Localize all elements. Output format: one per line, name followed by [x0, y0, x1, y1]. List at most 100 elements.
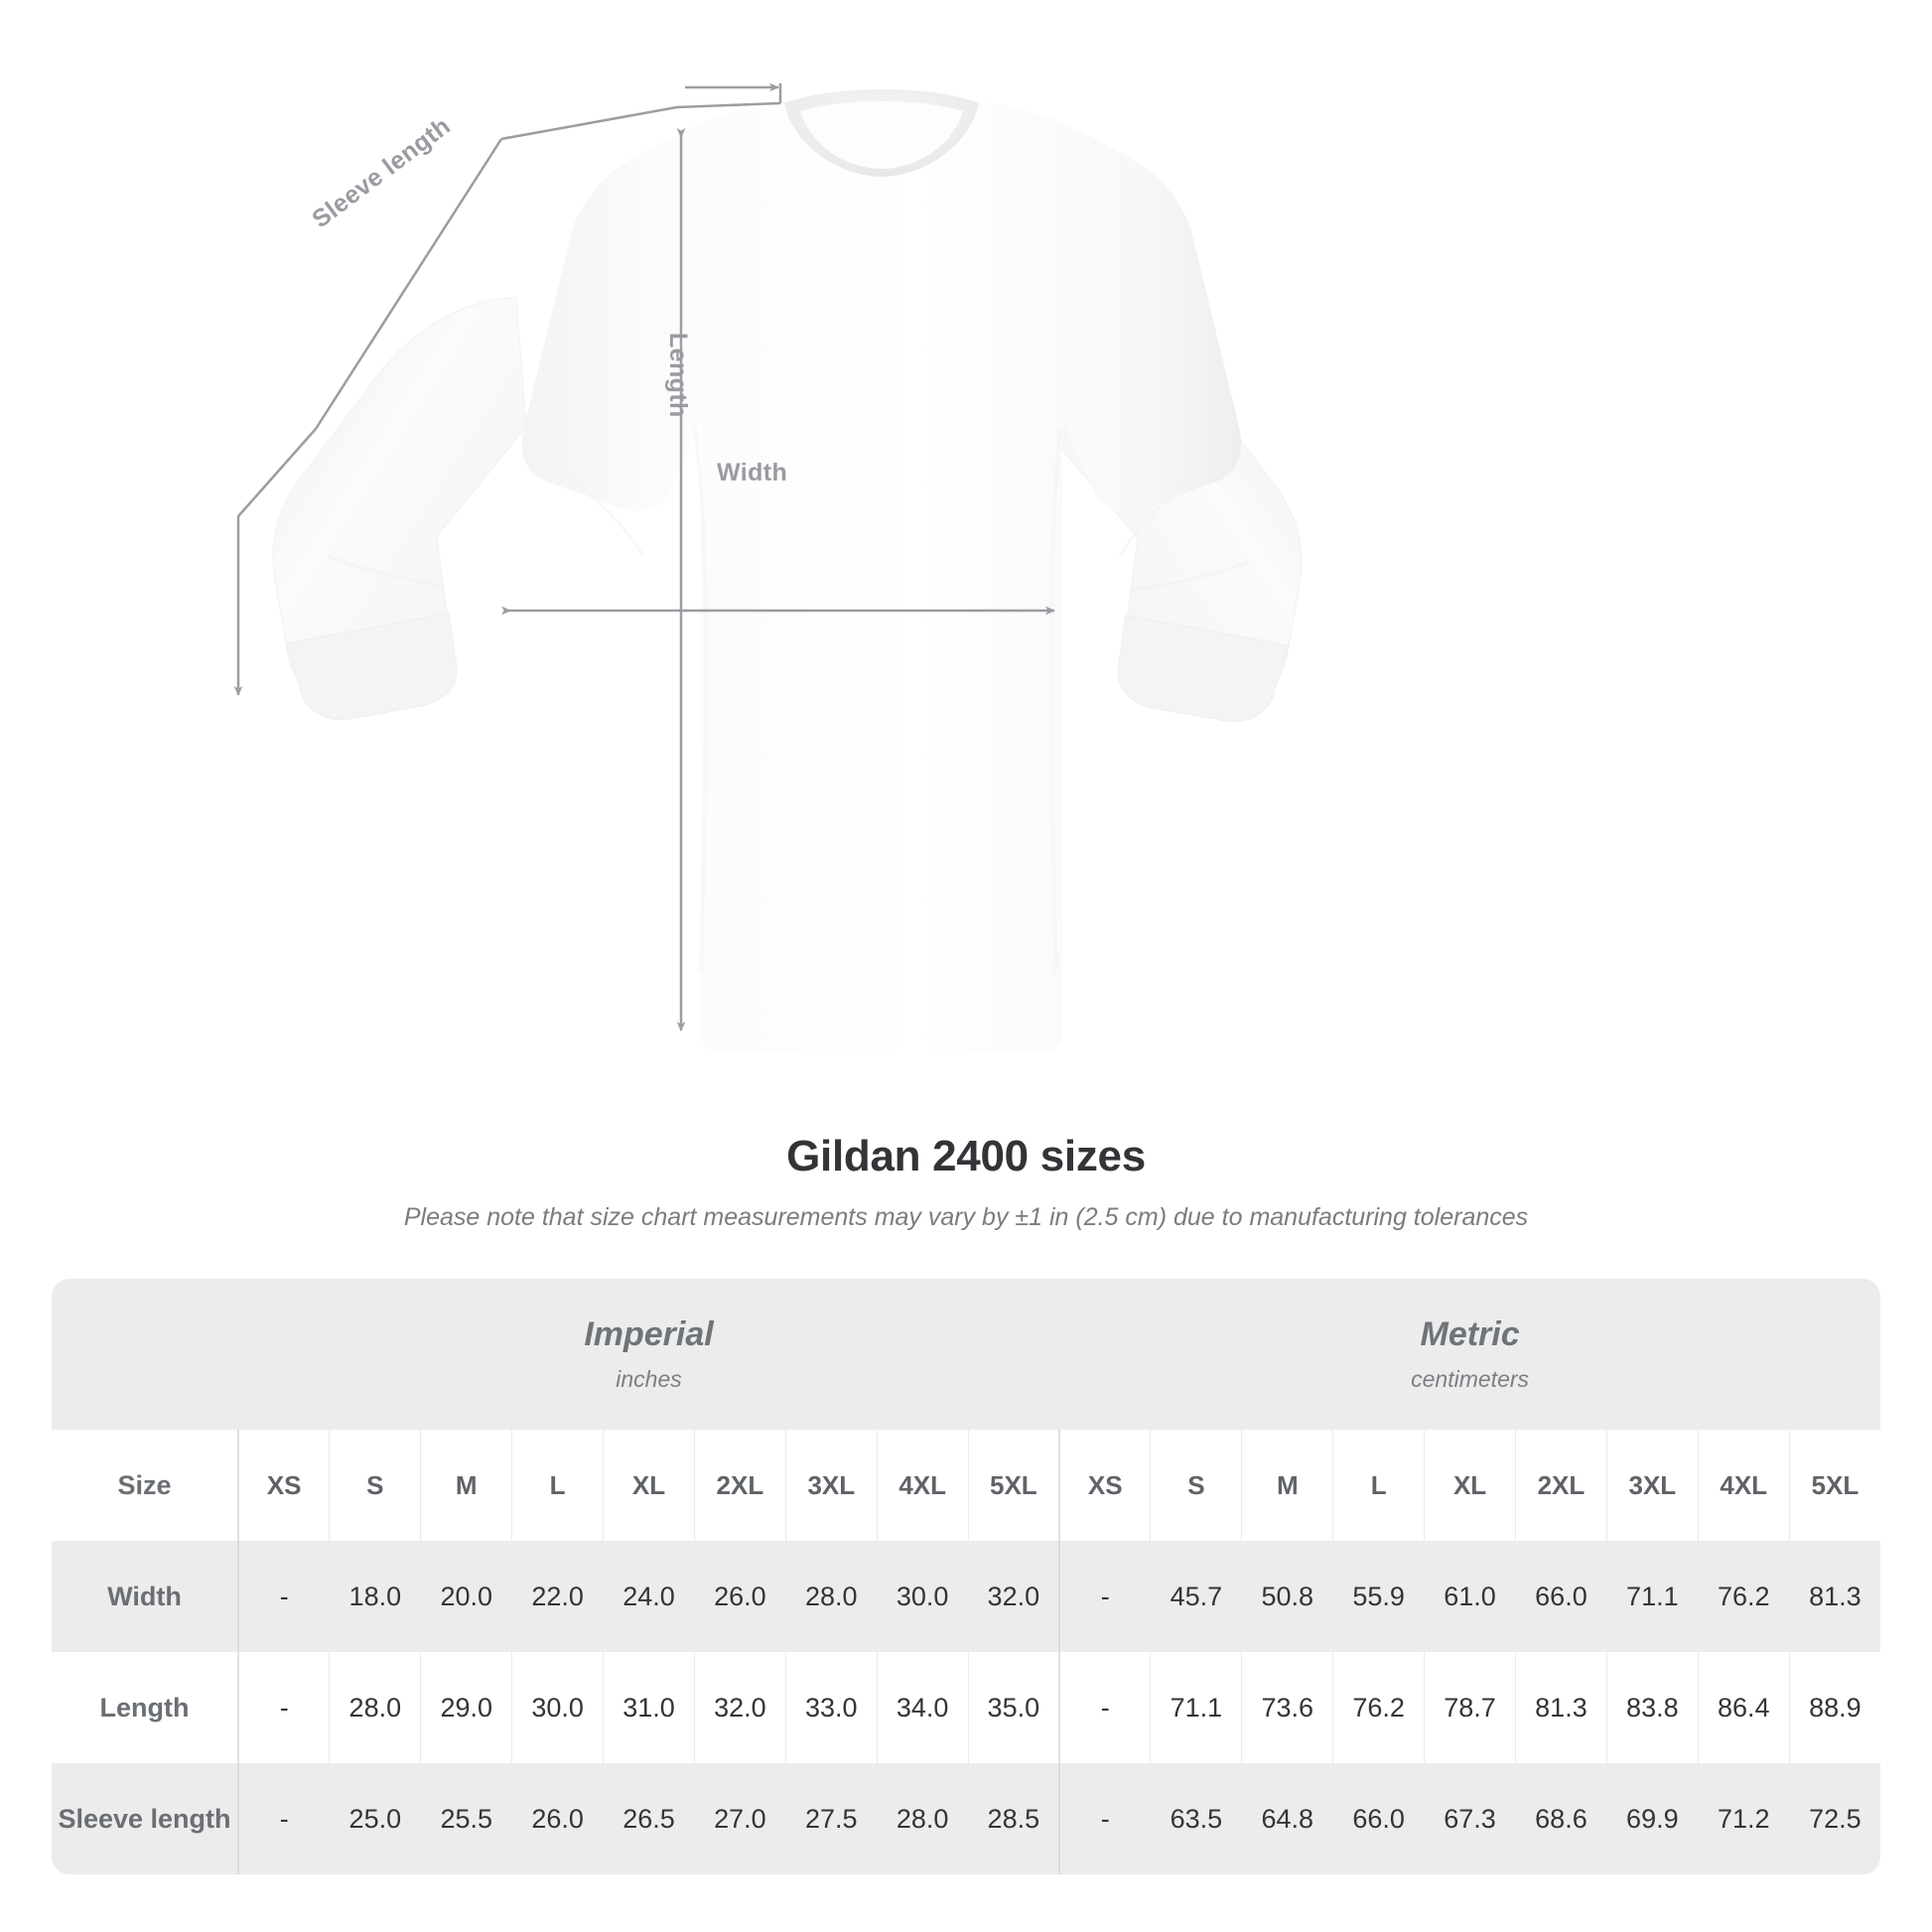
- cell-sleeve-length-metric-m: 64.8: [1241, 1763, 1333, 1874]
- cell-length-imperial-4xl: 34.0: [876, 1652, 969, 1763]
- cell-width-metric-s: 45.7: [1150, 1541, 1242, 1652]
- cell-sleeve-length-imperial-3xl: 27.5: [784, 1763, 878, 1874]
- cell-sleeve-length-metric-4xl: 71.2: [1697, 1763, 1790, 1874]
- shirt-body: [521, 102, 1242, 1052]
- unit-header-row: Imperial inches Metric centimeters: [52, 1279, 1880, 1430]
- size-column-header-metric-l: L: [1332, 1430, 1425, 1541]
- size-column-header-metric-4xl: 4XL: [1697, 1430, 1790, 1541]
- cell-width-imperial-l: 22.0: [511, 1541, 604, 1652]
- size-chart-body: Width -18.0 20.0 22.0 24.0 26.0 28.0 30.0 32.0-4…: [52, 1541, 1880, 1874]
- cell-length-metric-3xl: 83.8: [1605, 1652, 1699, 1763]
- cell-length-metric-m: 73.6: [1241, 1652, 1333, 1763]
- cell-sleeve-length-metric-3xl: 69.9: [1605, 1763, 1699, 1874]
- size-column-header-imperial-xl: XL: [603, 1430, 695, 1541]
- cell-sleeve-length-imperial-s: 25.0: [329, 1763, 421, 1874]
- cell-sleeve-length-imperial-m: 25.5: [420, 1763, 512, 1874]
- size-column-header-metric-3xl: 3XL: [1605, 1430, 1699, 1541]
- sleeve-measurement-guide: [233, 82, 782, 696]
- cell-width-imperial-3xl: 28.0: [784, 1541, 878, 1652]
- long-sleeve-shirt-svg: [233, 82, 1303, 1052]
- cell-sleeve-length-imperial-xl: 26.5: [603, 1763, 695, 1874]
- table-row: Length -28.0 29.0 30.0 31.0 32.0 33.0 34.0 35.0-…: [52, 1652, 1880, 1763]
- imperial-sub: inches: [616, 1366, 682, 1392]
- unit-spacer-cell: [52, 1279, 238, 1430]
- width-label: Width: [717, 459, 788, 486]
- cell-width-metric-m: 50.8: [1241, 1541, 1333, 1652]
- size-column-header-imperial-2xl: 2XL: [693, 1430, 786, 1541]
- cell-length-imperial-s: 28.0: [329, 1652, 421, 1763]
- fabric-folds: [327, 426, 1250, 974]
- imperial-name: Imperial: [584, 1315, 714, 1353]
- cell-width-imperial-2xl: 26.0: [693, 1541, 786, 1652]
- cell-width-metric-l: 55.9: [1332, 1541, 1425, 1652]
- cell-sleeve-length-metric-xs: -: [1058, 1763, 1151, 1874]
- metric-sub: centimeters: [1411, 1366, 1530, 1392]
- cell-length-metric-4xl: 86.4: [1697, 1652, 1790, 1763]
- row-label-width: Width: [52, 1541, 238, 1652]
- imperial-unit-cell: Imperial inches: [238, 1279, 1060, 1430]
- cell-length-imperial-3xl: 33.0: [784, 1652, 878, 1763]
- cell-width-imperial-xs: -: [237, 1541, 330, 1652]
- cell-sleeve-length-imperial-4xl: 28.0: [876, 1763, 969, 1874]
- collar-inner: [800, 101, 963, 169]
- cell-width-imperial-m: 20.0: [420, 1541, 512, 1652]
- size-column-header-imperial-3xl: 3XL: [784, 1430, 878, 1541]
- cell-sleeve-length-imperial-xs: -: [237, 1763, 330, 1874]
- garment-illustration: Sleeve length Length Width: [233, 82, 1303, 1052]
- row-label-sleeve-length: Sleeve length: [52, 1763, 238, 1874]
- size-column-header-imperial-xs: XS: [237, 1430, 330, 1541]
- cell-length-metric-s: 71.1: [1150, 1652, 1242, 1763]
- size-chart-table: Imperial inches Metric centimeters Size X…: [52, 1279, 1880, 1874]
- cell-width-metric-xl: 61.0: [1424, 1541, 1516, 1652]
- right-cuff: [1117, 615, 1290, 723]
- cell-sleeve-length-metric-xl: 67.3: [1424, 1763, 1516, 1874]
- cell-sleeve-length-imperial-2xl: 27.0: [693, 1763, 786, 1874]
- cell-length-imperial-m: 29.0: [420, 1652, 512, 1763]
- size-column-header-metric-s: S: [1150, 1430, 1242, 1541]
- row-label-length: Length: [52, 1652, 238, 1763]
- page-title: Gildan 2400 sizes: [786, 1132, 1146, 1180]
- cell-sleeve-length-metric-s: 63.5: [1150, 1763, 1242, 1874]
- cell-sleeve-length-imperial-l: 26.0: [511, 1763, 604, 1874]
- cell-width-imperial-xl: 24.0: [603, 1541, 695, 1652]
- size-chart-table-wrap: Imperial inches Metric centimeters Size X…: [52, 1279, 1880, 1874]
- size-column-header-imperial-5xl: 5XL: [967, 1430, 1060, 1541]
- cell-length-metric-2xl: 81.3: [1515, 1652, 1607, 1763]
- cell-length-metric-xl: 78.7: [1424, 1652, 1516, 1763]
- page-subtitle: Please note that size chart measurements…: [403, 1203, 1529, 1231]
- size-column-header-imperial-4xl: 4XL: [876, 1430, 969, 1541]
- metric-unit-cell: Metric centimeters: [1059, 1279, 1880, 1430]
- cell-width-imperial-s: 18.0: [329, 1541, 421, 1652]
- cell-width-imperial-5xl: 32.0: [967, 1541, 1060, 1652]
- left-cuff: [285, 613, 458, 721]
- cell-sleeve-length-metric-5xl: 72.5: [1788, 1763, 1880, 1874]
- title-block: Gildan 2400 sizes Please note that size …: [0, 1132, 1932, 1232]
- cell-length-metric-5xl: 88.9: [1788, 1652, 1880, 1763]
- length-label: Length: [664, 333, 692, 418]
- size-column-header-imperial-l: L: [511, 1430, 604, 1541]
- size-header-row: Size XS S M L XL 2XL 3XL 4XL 5XL XS S M L XL 2XL 3XL 4XL 5…: [52, 1430, 1880, 1541]
- table-row: Sleeve length -25.0 25.5 26.0 26.5 27.0 27.5 28…: [52, 1763, 1880, 1874]
- cell-sleeve-length-metric-l: 66.0: [1332, 1763, 1425, 1874]
- size-column-header-imperial-m: M: [420, 1430, 512, 1541]
- size-column-header-metric-xs: XS: [1058, 1430, 1151, 1541]
- cell-sleeve-length-metric-2xl: 68.6: [1515, 1763, 1607, 1874]
- cell-width-imperial-4xl: 30.0: [876, 1541, 969, 1652]
- size-column-header-metric-5xl: 5XL: [1788, 1430, 1880, 1541]
- cell-width-metric-2xl: 66.0: [1515, 1541, 1607, 1652]
- cell-length-imperial-xl: 31.0: [603, 1652, 695, 1763]
- cell-width-metric-3xl: 71.1: [1605, 1541, 1699, 1652]
- table-row: Width -18.0 20.0 22.0 24.0 26.0 28.0 30.0 32.0-4…: [52, 1541, 1880, 1652]
- cell-length-metric-xs: -: [1058, 1652, 1151, 1763]
- size-column-header-imperial-s: S: [329, 1430, 421, 1541]
- cell-length-imperial-5xl: 35.0: [967, 1652, 1060, 1763]
- cell-width-metric-5xl: 81.3: [1788, 1541, 1880, 1652]
- size-column-header-metric-xl: XL: [1424, 1430, 1516, 1541]
- cell-sleeve-length-imperial-5xl: 28.5: [967, 1763, 1060, 1874]
- cell-length-imperial-xs: -: [237, 1652, 330, 1763]
- size-column-header-metric-m: M: [1241, 1430, 1333, 1541]
- size-column-header-metric-2xl: 2XL: [1515, 1430, 1607, 1541]
- cell-length-metric-l: 76.2: [1332, 1652, 1425, 1763]
- cell-width-metric-4xl: 76.2: [1697, 1541, 1790, 1652]
